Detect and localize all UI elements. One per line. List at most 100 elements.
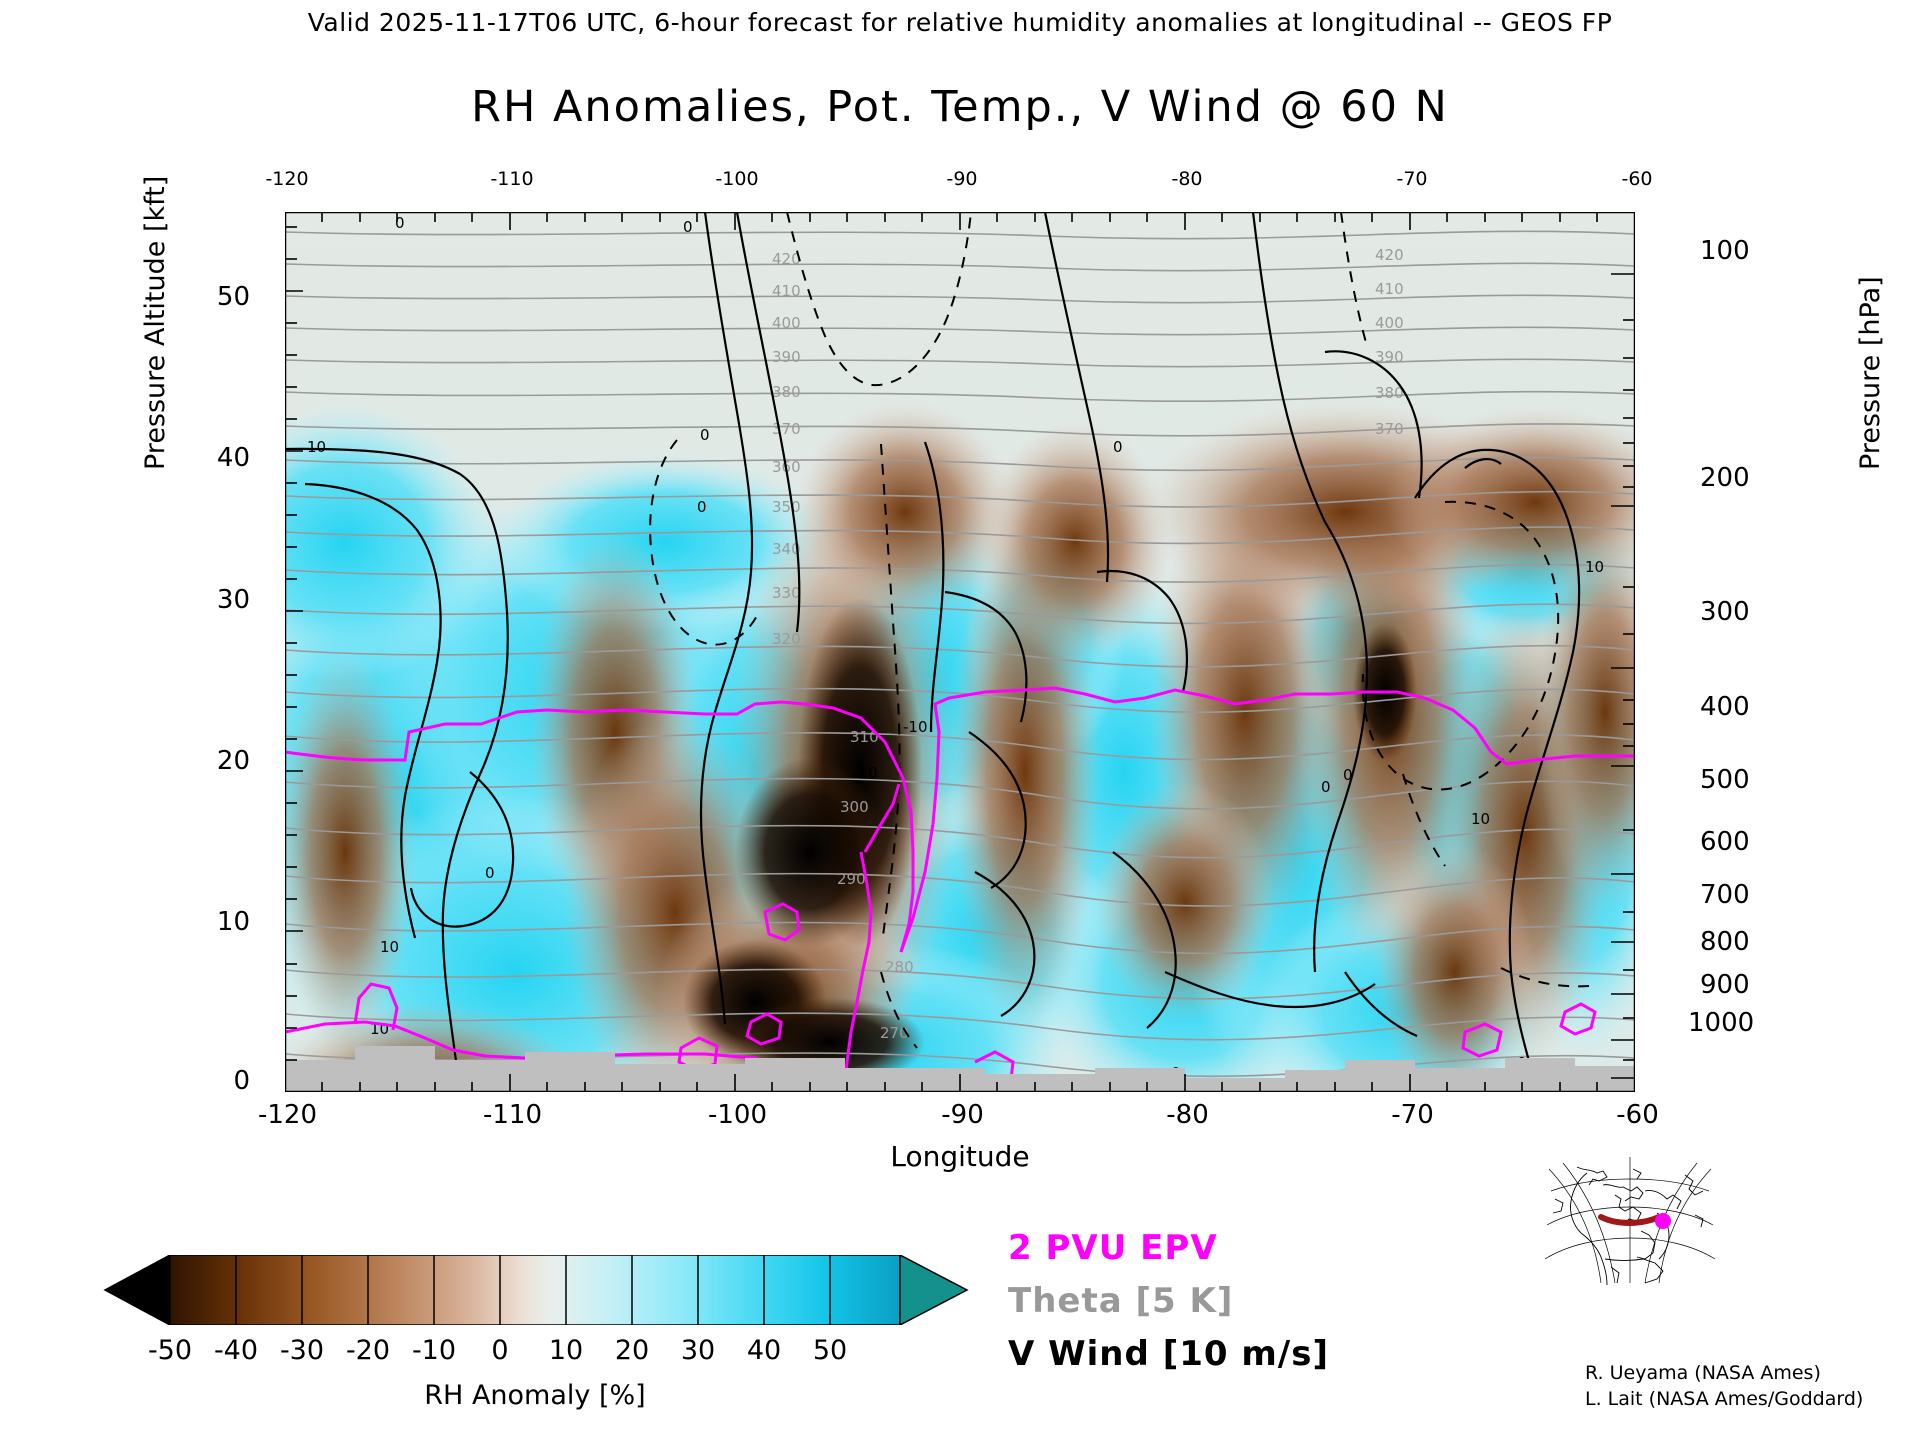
cb-tick--10: -10 (411, 1335, 457, 1366)
y-tick-30: 30 (216, 585, 250, 615)
svg-text:330: 330 (772, 584, 801, 602)
svg-text:410: 410 (1375, 280, 1404, 298)
cb-tick-50: 50 (812, 1335, 848, 1366)
svg-text:0: 0 (1343, 766, 1353, 784)
svg-text:340: 340 (772, 540, 801, 558)
svg-text:370: 370 (1375, 420, 1404, 438)
svg-text:310: 310 (850, 728, 879, 746)
x-tick--90: -90 (941, 1100, 984, 1130)
svg-text:390: 390 (1375, 348, 1404, 366)
plot-tick-marks (285, 212, 1635, 1092)
legend-item-vwind: V Wind [10 m/s] (1008, 1334, 1329, 1374)
legend: 2 PVU EPV Theta [5 K] V Wind [10 m/s] (1008, 1222, 1468, 1381)
cb-tick-20: 20 (614, 1335, 650, 1366)
svg-text:290: 290 (837, 870, 866, 888)
svg-text:370: 370 (772, 420, 801, 438)
colorbar-high-extend (899, 1253, 969, 1327)
colorbar-ticks: -50 -40 -30 -20 -10 0 10 20 30 40 50 (95, 1335, 975, 1371)
terrain-mask (285, 1046, 1635, 1092)
p-tick-300: 300 (1700, 597, 1750, 627)
svg-text:320: 320 (772, 630, 801, 648)
svg-text:400: 400 (772, 314, 801, 332)
p-tick-1000: 1000 (1688, 1008, 1755, 1038)
p-tick-400: 400 (1700, 692, 1750, 722)
x-tick--80: -80 (1166, 1100, 1209, 1130)
p-tick-200: 200 (1700, 463, 1750, 493)
cb-tick--30: -30 (279, 1335, 325, 1366)
cross-section-arc (1598, 1214, 1662, 1226)
colorbar-low-extend (103, 1253, 171, 1327)
svg-text:280: 280 (885, 958, 914, 976)
svg-text:410: 410 (772, 282, 801, 300)
cb-tick--40: -40 (213, 1335, 259, 1366)
shaded-rh-field (285, 212, 1635, 1092)
x-top-tick--110: -110 (490, 168, 534, 190)
x-top-tick--90: -90 (946, 168, 978, 190)
svg-text:0: 0 (395, 214, 405, 232)
svg-text:0: 0 (700, 426, 710, 444)
cb-tick-40: 40 (746, 1335, 782, 1366)
valid-time-header: Valid 2025-11-17T06 UTC, 6-hour forecast… (307, 8, 1613, 37)
legend-item-theta: Theta [5 K] (1008, 1281, 1234, 1321)
p-tick-600: 600 (1700, 827, 1750, 857)
svg-text:0: 0 (683, 218, 693, 236)
svg-text:10: 10 (1585, 558, 1604, 576)
svg-text:390: 390 (772, 348, 801, 366)
svg-text:380: 380 (1375, 384, 1404, 402)
legend-item-pvu: 2 PVU EPV (1008, 1228, 1218, 1268)
inset-location-map (1544, 1155, 1716, 1286)
vwind-contours-negative (649, 212, 1590, 1049)
colorbar-dividers (235, 1255, 831, 1325)
page-title: RH Anomalies, Pot. Temp., V Wind @ 60 N (471, 82, 1449, 132)
y-tick-40: 40 (216, 443, 250, 473)
y-tick-20: 20 (216, 746, 250, 776)
y-tick-0: 0 (233, 1066, 250, 1096)
y-tick-50: 50 (216, 282, 250, 312)
x-top-tick--100: -100 (715, 168, 759, 190)
svg-text:0: 0 (1113, 438, 1123, 456)
left-axis-label: Pressure Altitude [kft] (140, 175, 171, 470)
p-tick-100: 100 (1700, 236, 1750, 266)
credit-line-1: R. Ueyama (NASA Ames) (1585, 1362, 1821, 1384)
x-tick--70: -70 (1391, 1100, 1434, 1130)
cb-tick-0: 0 (491, 1335, 509, 1366)
vwind-contours-positive (285, 212, 1581, 1092)
svg-text:10: 10 (380, 938, 399, 956)
svg-text:350: 350 (772, 498, 801, 516)
cross-section-plot: 420 410 400 390 380 370 360 350 340 330 320 31… (285, 212, 1635, 1092)
cb-tick--50: -50 (147, 1335, 193, 1366)
x-top-tick--120: -120 (265, 168, 309, 190)
svg-text:10: 10 (1471, 810, 1490, 828)
y-tick-10: 10 (216, 907, 250, 937)
svg-text:400: 400 (1375, 314, 1404, 332)
svg-text:-10: -10 (853, 764, 878, 782)
svg-text:380: 380 (772, 383, 801, 401)
colorbar-gradient (169, 1254, 901, 1326)
right-axis-label: Pressure [hPa] (1855, 276, 1886, 470)
cb-tick-30: 30 (680, 1335, 716, 1366)
x-top-tick--80: -80 (1171, 168, 1203, 190)
credits: R. Ueyama (NASA Ames) L. Lait (NASA Ames… (1585, 1360, 1915, 1412)
credit-line-2: L. Lait (NASA Ames/Goddard) (1585, 1388, 1864, 1410)
x-tick--60: -60 (1616, 1100, 1659, 1130)
x-tick--110: -110 (482, 1100, 542, 1130)
p-tick-800: 800 (1700, 927, 1750, 957)
svg-text:10: 10 (307, 438, 326, 456)
cb-tick-10: 10 (548, 1335, 584, 1366)
svg-text:300: 300 (840, 798, 869, 816)
svg-text:270: 270 (880, 1024, 909, 1042)
colorbar-label: RH Anomaly [%] (424, 1380, 646, 1411)
colorbar (95, 1253, 975, 1327)
svg-text:420: 420 (772, 250, 801, 268)
svg-text:0: 0 (697, 498, 707, 516)
x-tick--120: -120 (257, 1100, 317, 1130)
x-top-tick--60: -60 (1621, 168, 1653, 190)
x-tick--100: -100 (707, 1100, 767, 1130)
svg-text:0: 0 (485, 864, 495, 882)
bottom-axis-label: Longitude (890, 1140, 1030, 1173)
cb-tick--20: -20 (345, 1335, 391, 1366)
svg-text:-10: -10 (903, 718, 928, 736)
svg-text:420: 420 (1375, 246, 1404, 264)
